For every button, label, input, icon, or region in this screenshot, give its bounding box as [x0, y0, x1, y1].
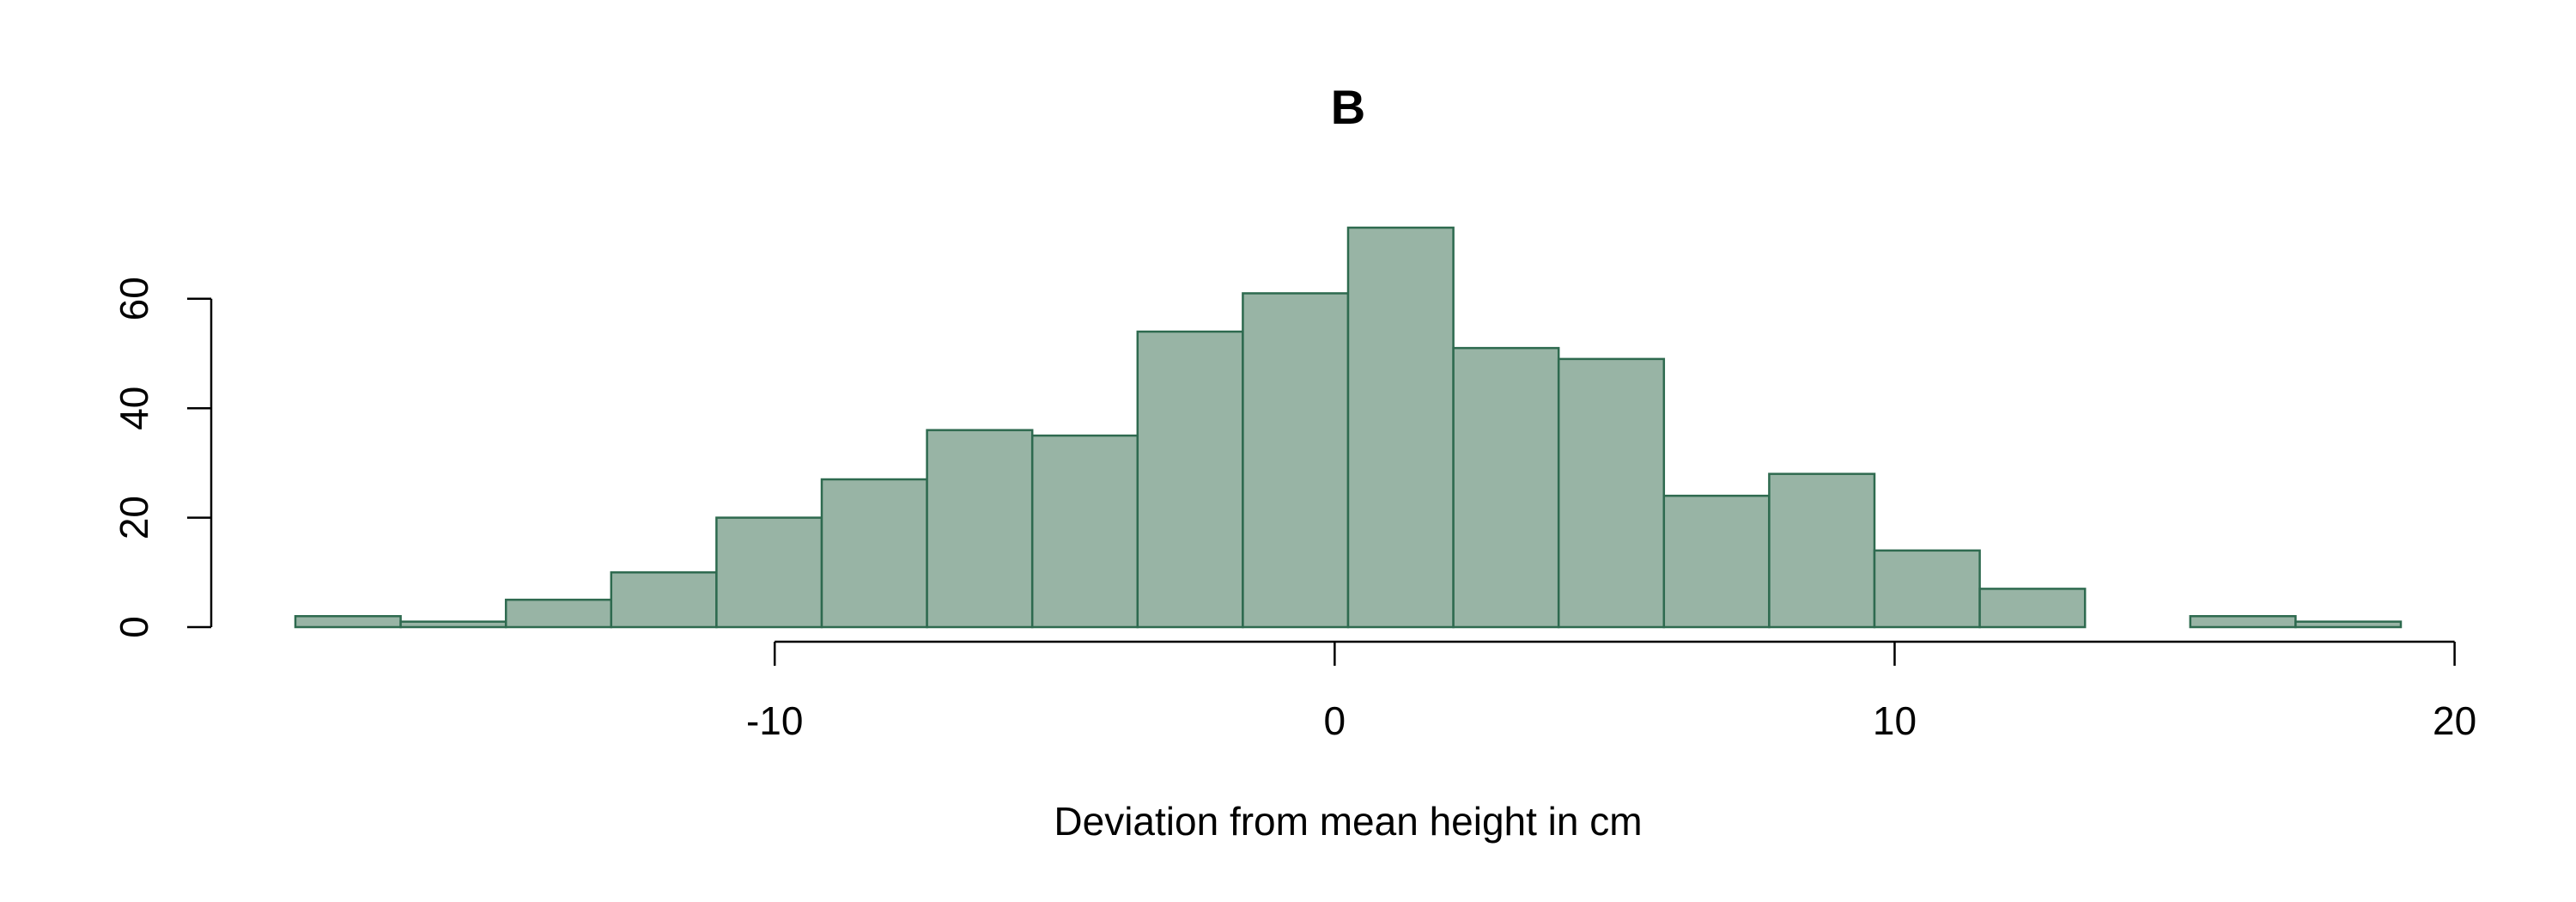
chart-title: B [1331, 80, 1365, 134]
y-axis: 0 20 40 60 [112, 277, 213, 638]
histogram-bar [820, 478, 928, 629]
histogram-bar [1978, 588, 2087, 629]
histogram-bar [399, 620, 507, 629]
x-tick-label: 0 [1324, 698, 1346, 743]
y-tick-label: 60 [112, 277, 156, 320]
x-axis-label: Deviation from mean height in cm [1054, 799, 1642, 844]
histogram-bar [1346, 226, 1455, 629]
histogram-bar [1136, 330, 1244, 629]
histogram-bar [610, 571, 718, 629]
x-axis: -10 0 10 20 [746, 640, 2476, 743]
histogram-bar [1768, 472, 1876, 629]
histogram-bar [1452, 346, 1560, 629]
y-tick-label: 0 [112, 616, 156, 638]
histogram-bar [504, 598, 613, 629]
y-tick-label: 20 [112, 496, 156, 539]
x-tick-label: 10 [1873, 698, 1917, 743]
y-tick-label: 40 [112, 387, 156, 430]
histogram-bar [715, 516, 823, 629]
histogram-bar [1662, 494, 1771, 629]
histogram-bar [2189, 615, 2297, 629]
histogram-bar [2294, 620, 2403, 629]
x-tick-label: -10 [746, 698, 803, 743]
x-tick-label: 20 [2433, 698, 2476, 743]
histogram-bar [1030, 434, 1139, 629]
histogram-bars [294, 226, 2403, 629]
histogram-bar [1873, 549, 1981, 629]
histogram-bar [1557, 357, 1666, 629]
histogram-bar [926, 429, 1034, 629]
histogram-bar [1242, 292, 1350, 629]
histogram-bar [294, 615, 402, 629]
